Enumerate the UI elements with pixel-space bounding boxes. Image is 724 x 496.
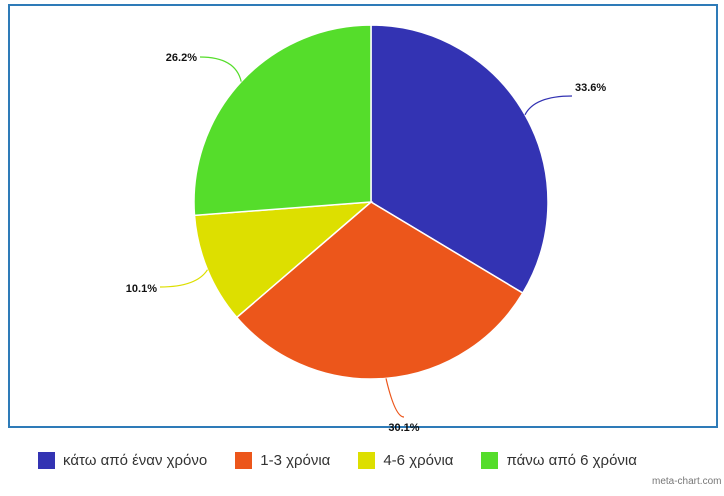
legend-item[interactable]: 1-3 χρόνια: [235, 452, 330, 469]
slice-leader-line: [385, 378, 405, 418]
slice-leader-line: [159, 269, 209, 288]
legend-item[interactable]: 4-6 χρόνια: [358, 452, 453, 469]
pie-slice[interactable]: [235, 201, 524, 380]
legend-item[interactable]: πάνω από 6 χρόνια: [481, 452, 637, 469]
chart-legend: κάτω από έναν χρόνο 1-3 χρόνια 4-6 χρόνια π…: [38, 452, 637, 469]
legend-label: 4-6 χρόνια: [383, 452, 454, 469]
pie-slice[interactable]: [193, 24, 372, 217]
legend-swatch: [38, 452, 55, 469]
legend-label: πάνω από 6 χρόνια: [506, 452, 637, 469]
legend-label: κάτω από έναν χρόνο: [63, 452, 208, 469]
legend-label: 1-3 χρόνια: [260, 452, 331, 469]
credit-text: meta-chart.com: [652, 476, 722, 487]
slice-leader-line: [524, 95, 573, 116]
slice-leader-line: [199, 56, 242, 82]
slice-value-label: 26.2%: [166, 52, 197, 64]
legend-item[interactable]: κάτω από έναν χρόνο: [38, 452, 207, 469]
legend-swatch: [235, 452, 253, 469]
slice-value-label: 33.6%: [575, 82, 606, 94]
slice-value-label: 30.1%: [388, 422, 419, 434]
legend-swatch: [481, 452, 499, 469]
pie-slice[interactable]: [193, 201, 374, 319]
legend-swatch: [358, 452, 376, 469]
slice-value-label: 10.1%: [126, 283, 157, 295]
